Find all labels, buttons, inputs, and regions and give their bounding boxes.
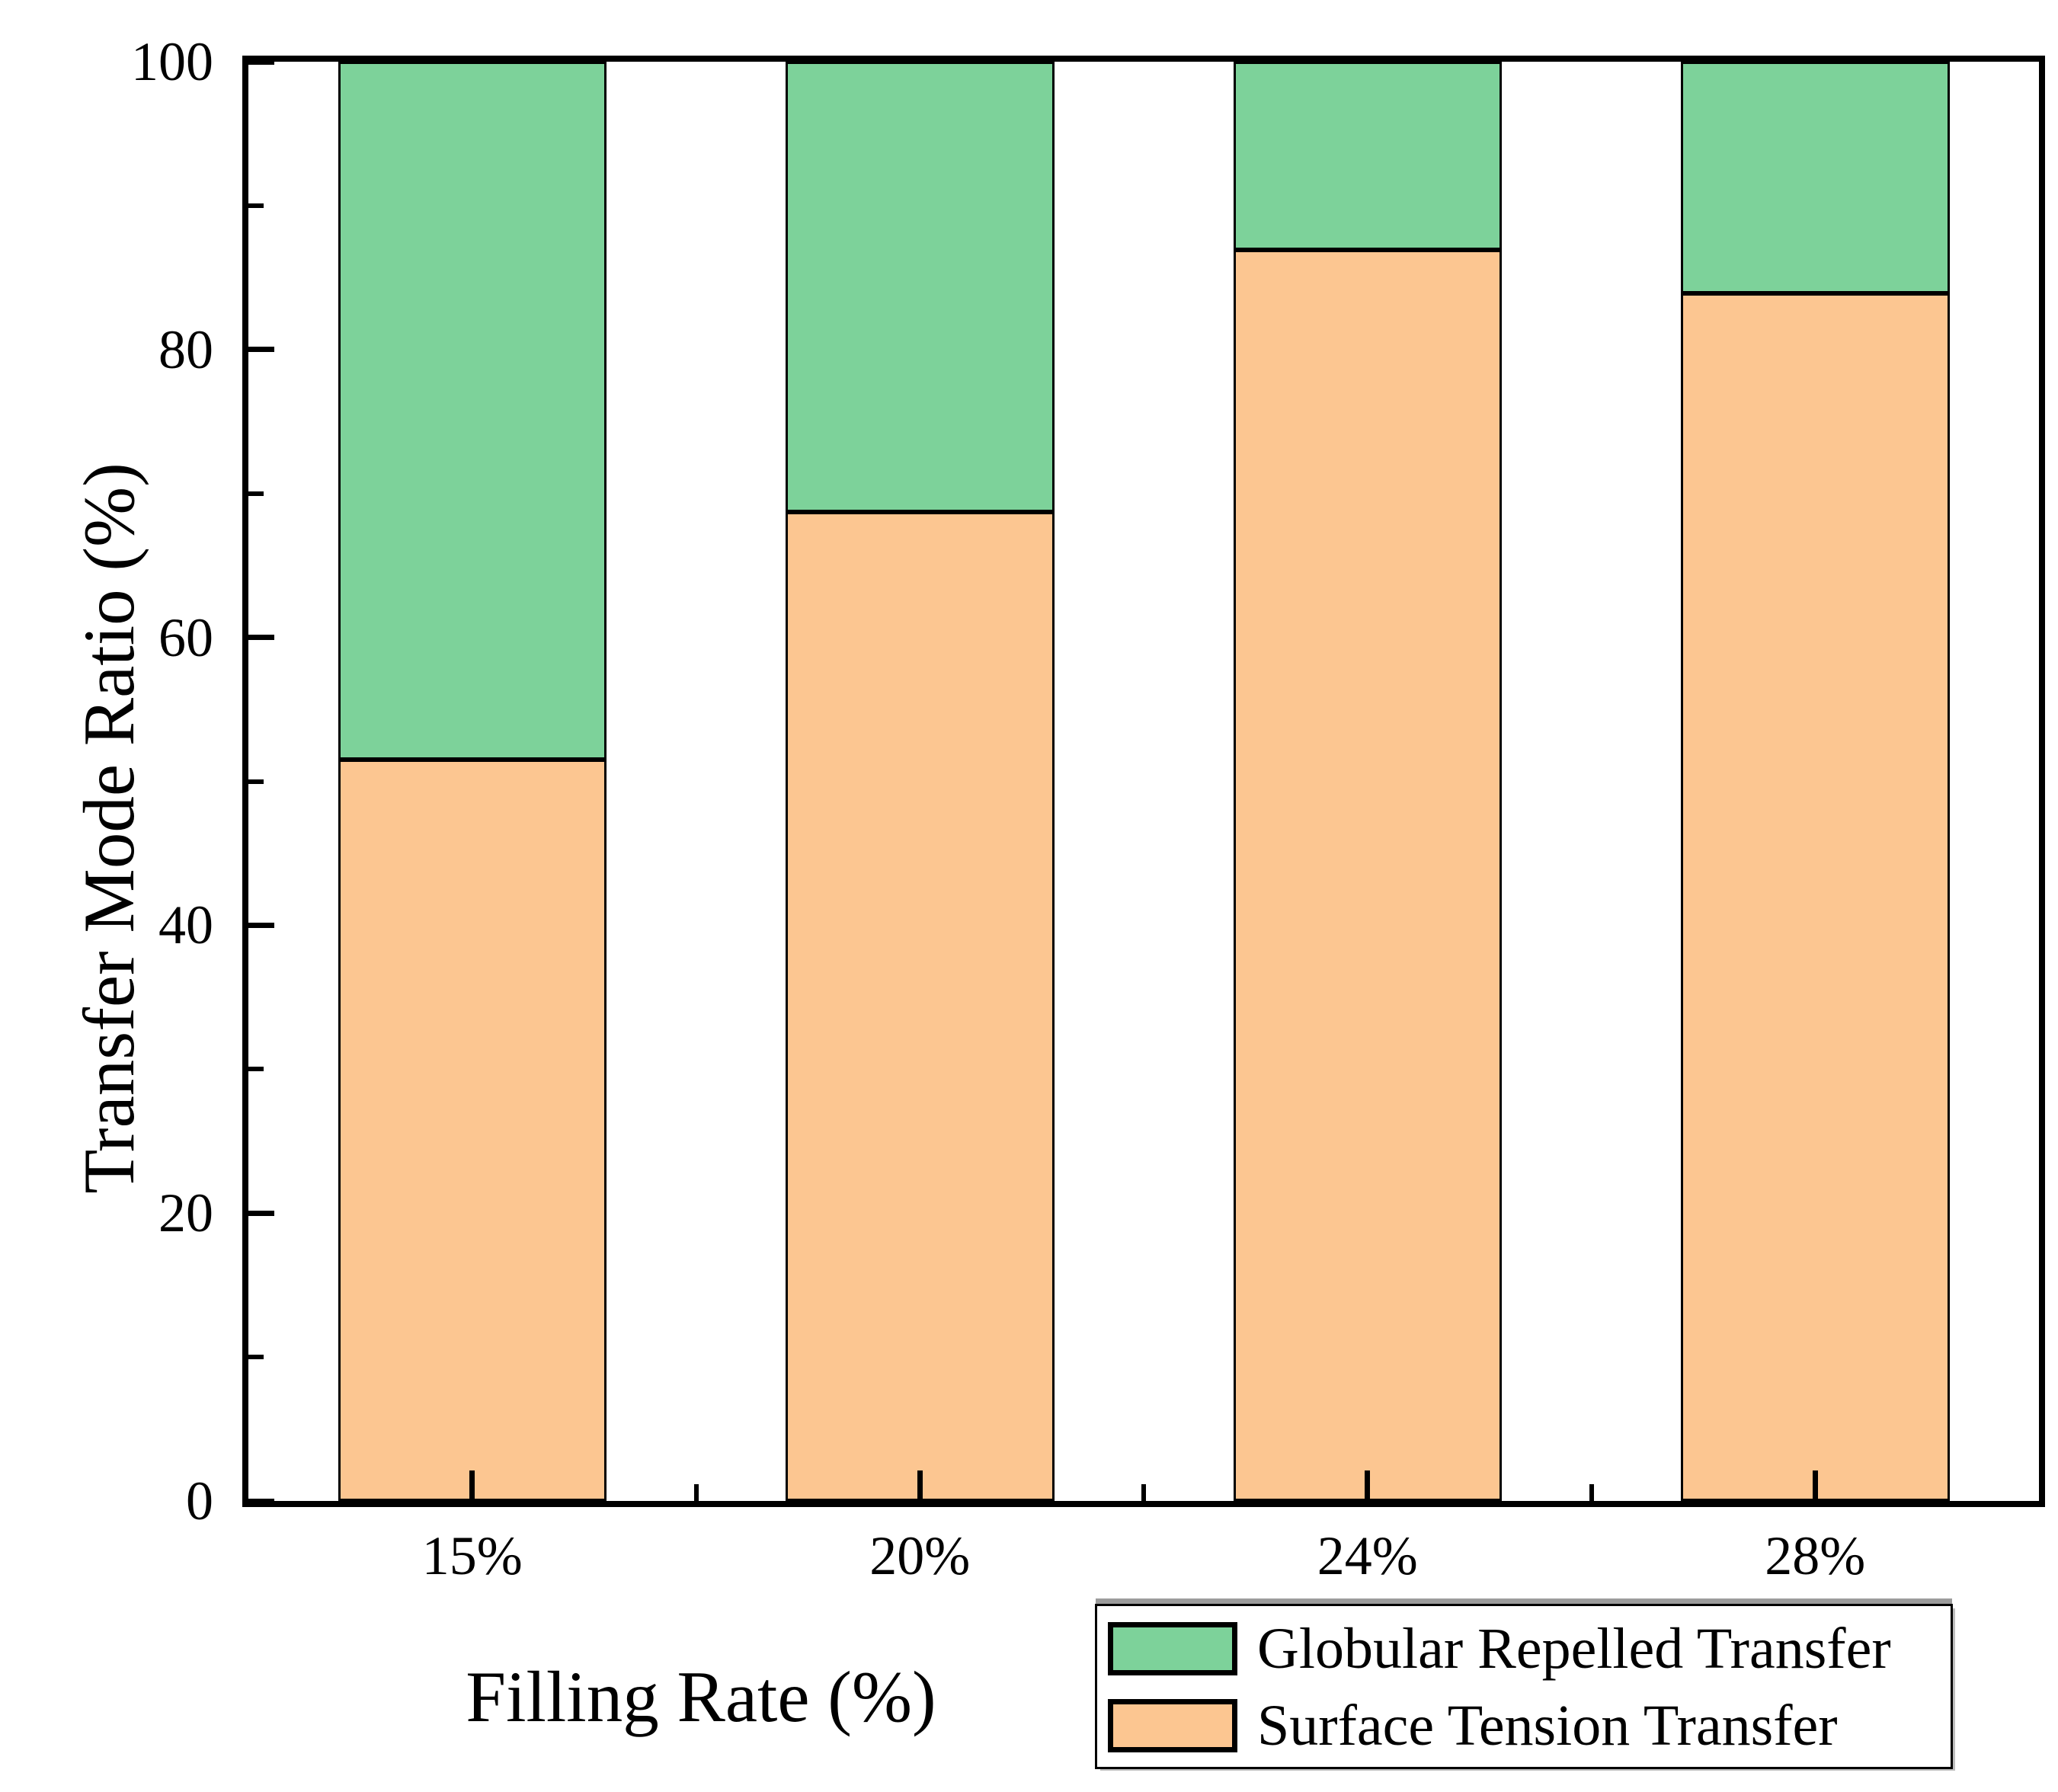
x-major-tick [1812,1470,1818,1501]
x-axis-title: Filling Rate (%) [466,1656,936,1737]
bar-segment-surface-tension-transfer [1233,250,1502,1501]
y-minor-tick [248,1355,264,1360]
bar-segment-surface-tension-transfer [786,512,1055,1501]
plot-area [242,56,2045,1507]
x-minor-tick [1589,1484,1594,1501]
x-major-tick [917,1470,923,1501]
bar-segment-globular-repelled-transfer [1681,62,1950,294]
bar-segment-surface-tension-transfer [338,760,607,1501]
y-minor-tick [248,491,264,496]
x-minor-tick [1141,1484,1146,1501]
bar-segment-surface-tension-transfer [1681,293,1950,1501]
bar-20% [786,62,1055,1501]
bar-28% [1681,62,1950,1501]
y-tick-label: 100 [131,31,213,92]
y-tick-label: 80 [158,318,213,380]
y-major-tick [248,347,274,353]
legend-swatch-orange [1108,1699,1237,1752]
y-tick-label: 60 [158,606,213,668]
x-tick-label: 15% [421,1525,523,1586]
y-minor-tick [248,779,264,784]
y-tick-label: 40 [158,894,213,956]
bar-24% [1233,62,1502,1501]
y-tick-label: 20 [158,1182,213,1244]
x-minor-tick [693,1484,699,1501]
y-major-tick [248,59,274,65]
bar-segment-globular-repelled-transfer [338,62,607,760]
x-tick-label: 24% [1317,1525,1418,1586]
x-major-tick [469,1470,475,1501]
bar-segment-globular-repelled-transfer [786,62,1055,513]
y-major-tick [248,1210,274,1216]
bar-segment-globular-repelled-transfer [1233,62,1502,251]
y-minor-tick [248,203,264,208]
y-minor-tick [248,1067,264,1072]
y-major-tick [248,635,274,641]
x-tick-label: 20% [869,1525,971,1586]
y-axis-title: Transfer Mode Ratio (%) [69,462,149,1194]
legend-row-globular-repelled-transfer: Globular Repelled Transfer [1108,1617,1943,1681]
y-major-tick [248,922,274,928]
legend-swatch-green [1108,1622,1237,1675]
legend-label: Surface Tension Transfer [1257,1694,1838,1758]
legend: Globular Repelled Transfer Surface Tensi… [1095,1604,1953,1769]
x-major-tick [1365,1470,1371,1501]
y-tick-label: 0 [186,1470,213,1531]
x-tick-label: 28% [1765,1525,1866,1586]
legend-row-surface-tension-transfer: Surface Tension Transfer [1108,1694,1943,1758]
bar-15% [338,62,607,1501]
y-major-tick [248,1498,274,1504]
legend-label: Globular Repelled Transfer [1257,1617,1891,1681]
